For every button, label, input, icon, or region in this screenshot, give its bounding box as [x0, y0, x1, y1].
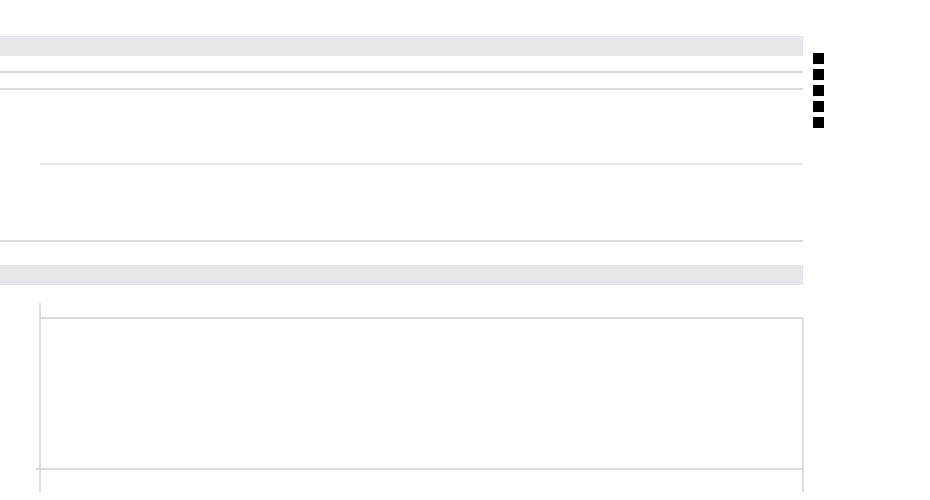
legend-item-surgical[interactable]: [813, 101, 824, 112]
top-section-header-band: [0, 36, 803, 56]
legend-item-surgical-consult[interactable]: [813, 117, 824, 128]
legend-swatch: [813, 53, 824, 64]
legend: [813, 53, 824, 128]
legend-item-cytology-non-gyne[interactable]: [813, 85, 824, 96]
legend-swatch: [813, 85, 824, 96]
legend-swatch: [813, 69, 824, 80]
legend-item-bone-marrow[interactable]: [813, 53, 824, 64]
legend-swatch: [813, 101, 824, 112]
legend-item-cytology-gyne[interactable]: [813, 69, 824, 80]
bottom-section-header-band: [0, 265, 803, 285]
legend-swatch: [813, 117, 824, 128]
